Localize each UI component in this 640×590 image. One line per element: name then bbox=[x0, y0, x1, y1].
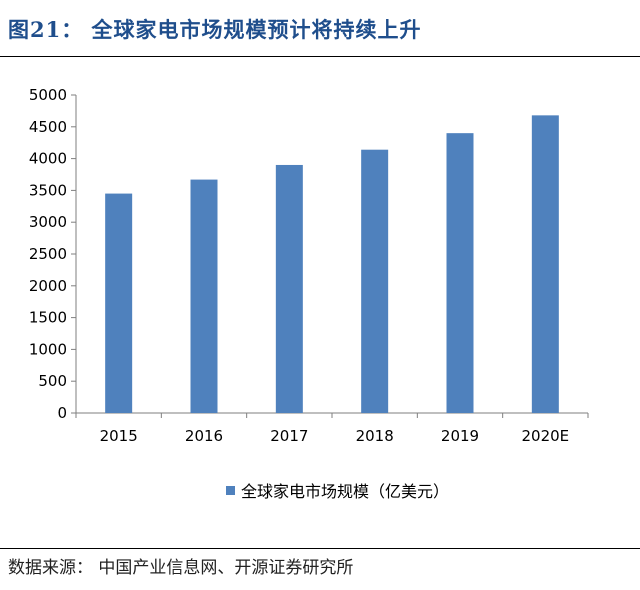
y-tick-label: 1500 bbox=[29, 309, 67, 327]
y-tick-label: 2500 bbox=[29, 245, 67, 263]
x-tick-label: 2018 bbox=[356, 427, 394, 445]
x-tick-label: 2015 bbox=[100, 427, 138, 445]
bar-chart: 0 500 1000 1500 2000 2500 3000 3500 4000 4500 5000… bbox=[29, 86, 589, 445]
y-tick-label: 2000 bbox=[29, 277, 67, 295]
legend-label: 全球家电市场规模（亿美元） bbox=[241, 482, 450, 501]
bar bbox=[361, 149, 389, 414]
x-tick-label: 2016 bbox=[185, 427, 223, 445]
y-tick-label: 1000 bbox=[29, 340, 67, 358]
y-tick-label: 3000 bbox=[29, 213, 67, 231]
source-note: 数据来源： 中国产业信息网、开源证券研究所 bbox=[8, 558, 354, 578]
y-tick-label: 3500 bbox=[29, 181, 67, 199]
x-tick-label: 2020E bbox=[522, 427, 570, 445]
bar bbox=[531, 115, 559, 414]
y-tick-label: 4500 bbox=[29, 118, 67, 136]
legend: 全球家电市场规模（亿美元） bbox=[226, 478, 449, 502]
y-tick-label: 4000 bbox=[29, 150, 67, 168]
title-rule bbox=[0, 56, 640, 57]
bar bbox=[105, 193, 133, 413]
source-rule bbox=[0, 548, 640, 549]
bar bbox=[275, 164, 303, 413]
y-tick-label: 0 bbox=[57, 404, 67, 422]
bar bbox=[190, 179, 218, 413]
y-tick-label: 500 bbox=[38, 372, 67, 390]
legend-swatch bbox=[226, 485, 235, 495]
x-tick-label: 2017 bbox=[270, 427, 308, 445]
figure-title: 图21： 全球家电市场规模预计将持续上升 bbox=[8, 17, 422, 42]
bar bbox=[446, 133, 474, 413]
x-tick-label: 2019 bbox=[441, 427, 479, 445]
y-tick-label: 5000 bbox=[29, 86, 67, 104]
